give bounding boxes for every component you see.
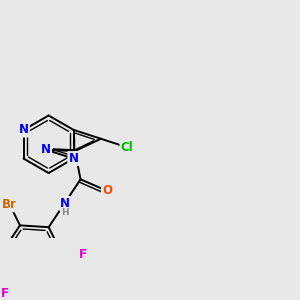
- Text: N: N: [60, 197, 70, 210]
- Text: N: N: [41, 143, 51, 156]
- Text: F: F: [1, 286, 9, 300]
- Text: N: N: [68, 152, 79, 165]
- Text: N: N: [68, 152, 79, 165]
- Text: Cl: Cl: [121, 141, 133, 154]
- Text: N: N: [19, 123, 29, 136]
- Text: O: O: [102, 184, 112, 197]
- Text: N: N: [19, 123, 29, 136]
- Text: H: H: [61, 208, 68, 217]
- Text: F: F: [79, 248, 87, 261]
- Text: Br: Br: [2, 198, 17, 211]
